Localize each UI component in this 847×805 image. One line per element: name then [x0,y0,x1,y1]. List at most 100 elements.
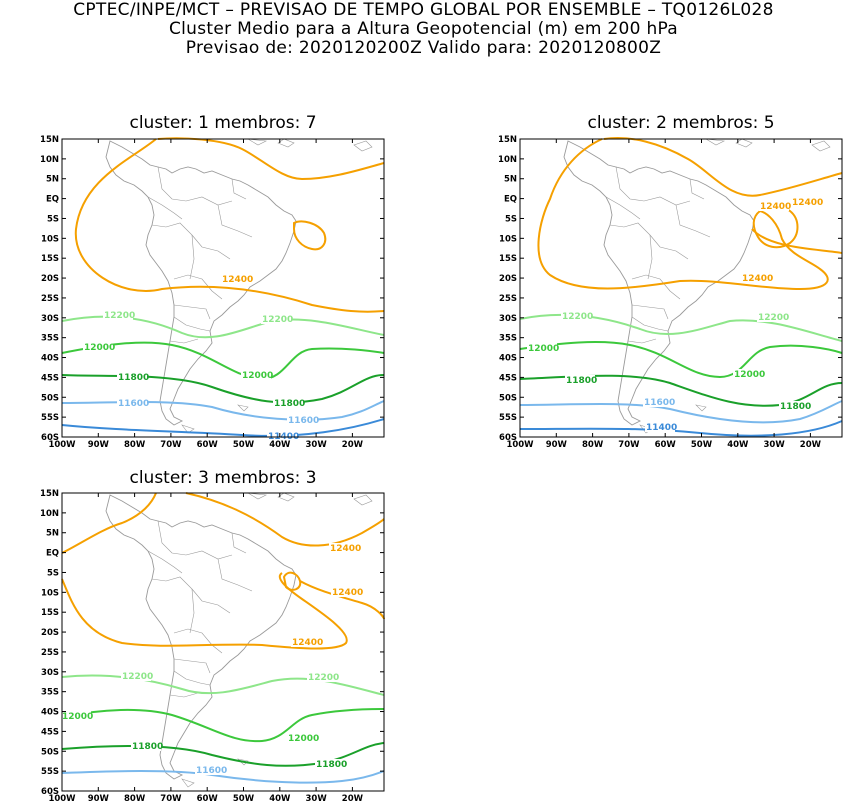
country-border [217,204,253,238]
cluster-3-map: 12400 12400 12400 12200 12200 12000 12000 11800… [30,489,388,805]
contour-label: 12000 [84,343,115,353]
lon-tick-label: 70W [160,794,182,804]
map-svg: 12400 12400 12400 12200 12200 12000 12000 11800… [40,489,385,804]
country-border [217,558,253,592]
map-svg: 12400 12200 12200 12000 12000 11800 11800 11600… [40,135,385,450]
contour-line-12400 [293,220,327,251]
contour-line-12400 [751,228,843,254]
island-outline [247,138,268,146]
island-outline [811,140,831,152]
lon-tick-label: 20W [342,440,364,450]
lat-tick-label: 15N [40,135,59,145]
lat-tick-label: 10S [499,234,517,244]
contour-label: 12000 [62,712,93,722]
lon-tick-label: 60W [197,440,219,450]
country-border [231,178,247,200]
contour-label-bg [131,741,161,751]
lat-tick-label: 50S [41,747,59,757]
island-outline [353,140,373,152]
lon-tick-label: 40W [727,440,749,450]
country-border [631,304,669,320]
contour-label: 12200 [122,672,153,682]
lon-tick-label: 50W [691,440,713,450]
lat-tick-label: 5S [47,568,59,578]
contour-label-bg [643,397,673,407]
contour-line-12400 [282,571,302,591]
country-border [231,532,247,554]
lat-tick-label: 15N [40,489,59,499]
lon-tick-label: 60W [197,794,219,804]
contour-label-bg [561,311,591,321]
lon-tick-label: 100W [48,440,76,450]
lon-tick-label: 100W [48,794,76,804]
lat-tick-label: 25S [41,294,59,304]
contour-label: 11800 [566,376,597,386]
country-border [151,576,231,614]
lat-tick-label: 15N [498,135,517,145]
country-border [675,204,711,238]
lat-tick-label: 15S [41,608,59,618]
lat-tick-label: 50S [499,393,517,403]
contour-line-12400 [74,138,385,313]
contour-line-11800 [61,374,385,404]
lon-tick-label: 40W [269,794,291,804]
lat-tick-label: 10N [40,155,59,165]
contour-label-bg [261,314,291,324]
lat-tick-label: 10N [40,509,59,519]
contour-label: 12200 [262,315,293,325]
island-outline [277,138,295,148]
contour-label-bg [291,637,321,647]
contour-label-bg [287,415,317,425]
country-border [173,274,223,300]
lat-tick-label: 5S [505,214,517,224]
coastline [105,140,297,426]
island-outline [237,404,249,412]
cluster-2-map: 12400 12400 12400 12200 12200 12000 12000 11800… [488,135,846,451]
contour-line-12400 [299,580,385,620]
header-line-2: Cluster Medio para a Altura Geopotencial… [168,19,679,39]
country-border [157,520,233,560]
contour-label: 12400 [222,275,253,285]
contour-line-12200 [61,674,385,696]
contour-label: 11800 [132,742,163,752]
coastline [563,140,755,426]
contour-label: 11800 [780,402,811,412]
lat-tick-label: 5S [47,214,59,224]
lat-tick-label: 30S [41,668,59,678]
lon-tick-label: 80W [124,794,146,804]
contour-line-11600 [519,400,843,424]
lat-tick-label: 15S [499,254,517,264]
lat-tick-label: 20S [41,628,59,638]
lon-tick-label: 20W [342,794,364,804]
country-border [647,234,653,280]
contour-line-12400 [61,572,348,650]
lat-tick-label: 55S [41,413,59,423]
lon-tick-label: 30W [305,440,327,450]
lon-tick-label: 20W [800,440,822,450]
cluster-2-title: cluster: 2 membros: 5 [587,113,775,133]
lat-tick-label: EQ [504,195,517,205]
lon-tick-label: 80W [124,440,146,450]
header-line-3: Previsao de: 2020120200Z Valido para: 20… [185,38,662,58]
country-border [605,196,641,220]
contour-line-12000 [519,341,843,379]
contour-line-12000 [61,708,385,743]
island-outline [695,404,707,412]
country-border [609,222,689,260]
header-line-1: CPTEC/INPE/MCT – PREVISAO DE TEMPO GLOBA… [73,0,774,20]
lat-tick-label: 35S [41,334,59,344]
cluster-1-title: cluster: 1 membros: 7 [129,113,317,133]
island-outline [353,494,373,506]
contour-label: 11800 [118,373,149,383]
contour-label-bg [273,398,303,408]
country-border [631,274,681,300]
lon-tick-label: 50W [233,794,255,804]
contour-label-bg [241,370,271,380]
country-border [147,550,183,574]
contour-label-bg [645,422,675,432]
contour-line-11600 [61,400,385,421]
island-outline [705,138,726,146]
lon-tick-label: 50W [233,440,255,450]
contour-label-bg [83,342,113,352]
country-border [169,338,199,344]
